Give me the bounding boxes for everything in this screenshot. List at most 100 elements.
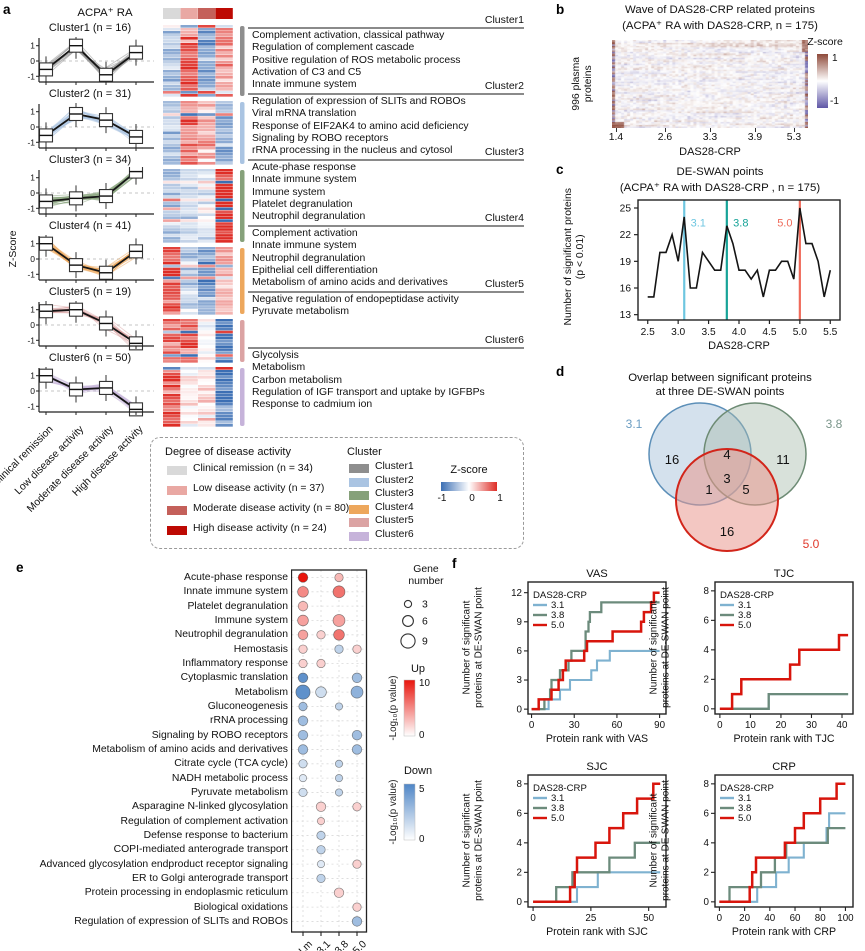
pathway-item: Metabolism of amino acids and derivative…: [252, 277, 448, 289]
dotplot-row-label: Advanced glycosylation endproduct recept…: [39, 858, 288, 870]
plot-frame: [527, 774, 667, 908]
subplot-ylabel-1: Number of significant: [461, 600, 473, 695]
venn-count: 3: [723, 471, 730, 486]
pathway-dot: [335, 702, 343, 711]
heatmap-cell: [198, 261, 216, 265]
heatmap-cell: [198, 415, 216, 418]
heatmap-cell: [163, 61, 181, 64]
heatmap-cell: [163, 155, 181, 159]
heatmap-cell: [215, 31, 233, 34]
heatmap-cell: [180, 294, 198, 297]
x-tick-label: 0: [530, 913, 536, 924]
heatmap-cell: [180, 424, 198, 427]
heatmap-cell: [215, 125, 233, 129]
heatmap-cell: [163, 342, 181, 346]
heatmap-cell: [180, 412, 198, 415]
pathway-dot: [351, 744, 363, 755]
heatmap-cell: [198, 382, 216, 385]
dotplot-row-label: COPI-mediated anterograde transport: [113, 844, 288, 856]
y-tick-label: 4: [704, 645, 710, 656]
heatmap-cell: [198, 34, 216, 37]
heatmap-cell: [180, 231, 198, 234]
heatmap-cell: [163, 412, 181, 415]
heatmap-cell: [215, 367, 233, 370]
panel-label-f: f: [452, 556, 457, 571]
heatmap-cell: [163, 255, 181, 259]
heatmap-cell: [163, 52, 181, 55]
heatmap-cell: [215, 373, 233, 376]
y-tick-label: 3: [517, 675, 523, 686]
heatmap-cell: [180, 198, 198, 202]
legend-label: 3.8: [551, 610, 564, 621]
heatmap-cell: [163, 43, 181, 46]
heatmap-cell: [180, 403, 198, 406]
heatmap-cell: [180, 116, 198, 119]
heatmap-cell: [215, 82, 233, 85]
heatmap-cell: [163, 394, 181, 397]
heatmap-cell: [180, 288, 198, 291]
cluster-side-bar: [240, 170, 245, 242]
heatmap-cell: [198, 85, 216, 88]
heatmap-cell: [215, 291, 233, 294]
heatmap-cell: [198, 125, 216, 129]
heatmap-cell: [215, 116, 233, 119]
heatmap-cell: [163, 297, 181, 300]
heatmap-cell: [198, 110, 216, 113]
pathway-dot: [352, 902, 362, 912]
pathway-item: Viral mRNA translation: [252, 108, 357, 120]
heatmap-cell: [163, 376, 181, 379]
heatmap-cell: [215, 306, 233, 309]
heatmap-cell: [198, 327, 216, 331]
heatmap-cell: [163, 94, 181, 97]
panel-label-c: c: [556, 162, 564, 177]
heatmap-cell: [180, 255, 198, 259]
heatmap-cell: [180, 418, 198, 421]
heatmap-cell: [163, 82, 181, 85]
subplot-xlabel: Protein rank with TJC: [733, 733, 834, 745]
heatmap-cell: [180, 137, 198, 141]
x-tick-label: 90: [654, 720, 665, 731]
cluster-legend-item: Cluster3: [375, 488, 414, 499]
heatmap-cell: [180, 189, 198, 193]
up-legend-title: Up: [411, 663, 425, 675]
dotplot-row-label: Acute-phase response: [184, 572, 288, 583]
heatmap-cell: [198, 282, 216, 286]
heatmap-cell: [163, 104, 181, 107]
heatmap-cell: [215, 282, 233, 286]
heatmap-cell: [215, 85, 233, 88]
cluster-side-bar: [240, 368, 245, 426]
activity-legend-title: Degree of disease activity: [165, 446, 291, 458]
heatmap-cell: [163, 400, 181, 403]
heatmap-cell: [163, 107, 181, 110]
y-tick-label: 22: [620, 230, 632, 241]
cluster-plot-title: Cluster6 (n = 50): [48, 352, 132, 364]
heatmap-cell: [215, 49, 233, 52]
pathway-item: Pyruvate metabolism: [252, 306, 350, 318]
heatmap-cell: [163, 237, 181, 240]
dotplot-row-label: Innate immune system: [183, 586, 288, 598]
panel-c-title-1: DE-SWAN points: [676, 166, 764, 178]
heatmap-cell: [198, 324, 216, 328]
heatmap-cell: [198, 49, 216, 52]
subplot-title: VAS: [586, 568, 608, 580]
heatmap-cell: [198, 149, 216, 153]
heatmap-cell: [215, 149, 233, 153]
y-tick-label: 0: [30, 386, 35, 396]
heatmap-cell: [163, 351, 181, 354]
panel-label-a: a: [3, 2, 11, 17]
subplot-ylabel: Number of significant proteins at DE-SWAN…: [462, 756, 485, 926]
panel-a-title: ACPA⁺ RA: [77, 7, 133, 19]
heatmap-cell: [180, 370, 198, 373]
venn-count: 16: [720, 524, 734, 539]
heatmap-cell: [215, 195, 233, 199]
heatmap-cell: [198, 70, 216, 73]
heatmap-cell: [180, 122, 198, 126]
heatmap-cell: [198, 373, 216, 376]
heatmap-cell: [215, 285, 233, 289]
heatmap-cell: [163, 339, 181, 343]
heatmap-cell: [163, 270, 181, 274]
panel-b-colorbar-min: -1: [830, 96, 839, 107]
y-tick-label: 1: [30, 41, 35, 51]
heatmap-cell: [180, 125, 198, 129]
cluster-legend-item: Cluster6: [375, 528, 414, 540]
